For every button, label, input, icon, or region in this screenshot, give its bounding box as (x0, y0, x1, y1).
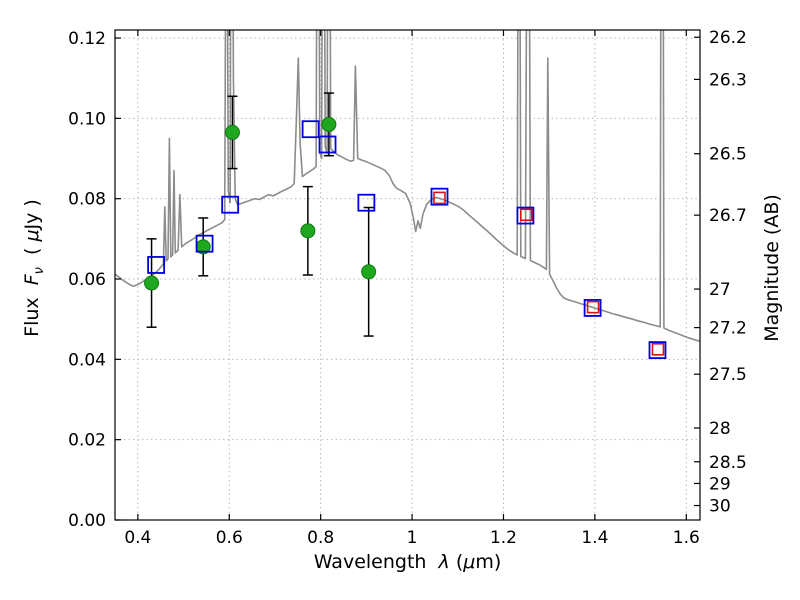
mu-symbol: μ (463, 551, 476, 573)
model-point-red (520, 208, 533, 222)
y-axis-label-flux: Flux Fν ( μJy ) (21, 199, 47, 337)
y-tick-label-right: 30 (709, 497, 731, 517)
model-point-blue (147, 256, 166, 274)
y-tick-label-right: 26.5 (709, 145, 747, 165)
x-tick-label: 0.4 (124, 528, 151, 548)
x-tick-label: 1 (407, 528, 418, 548)
model-point-blue (301, 120, 320, 139)
lambda-symbol: λ (438, 551, 450, 573)
plot-border (114, 29, 701, 521)
y-tick-label-left: 0.02 (68, 431, 106, 451)
y-tick-label-left: 0.10 (68, 109, 106, 129)
model-point-red (651, 343, 665, 356)
observed-point (321, 116, 337, 132)
observed-point (300, 223, 316, 239)
model-point-blue (430, 187, 449, 206)
xlabel-paren: ( (449, 551, 464, 573)
y-tick-label-left: 0.08 (68, 190, 106, 210)
y-tick-label-right: 27.5 (709, 365, 747, 385)
x-tick-label: 1.4 (581, 528, 608, 548)
model-point-blue (357, 193, 376, 212)
x-axis-label: Wavelength λ (μm) (115, 551, 700, 573)
model-point-blue (318, 135, 337, 154)
flux-unit: Jy ) (21, 199, 43, 230)
model-point-blue (648, 341, 667, 360)
y-axis-label-magnitude: Magnitude (AB) (761, 194, 783, 342)
model-spectrum (115, 30, 700, 343)
y-tick-label-right: 26.2 (709, 28, 747, 48)
y-tick-label-left: 0.04 (68, 350, 106, 370)
model-point-blue (516, 206, 535, 225)
model-point-red (433, 191, 446, 205)
y-tick-label-right: 29 (709, 474, 731, 494)
y-tick-label-right: 28 (709, 419, 731, 439)
xlabel-word: Wavelength (313, 551, 439, 573)
model-point-blue (221, 195, 240, 214)
flux-word: Flux (21, 285, 43, 337)
y-tick-label-right: 26.3 (709, 70, 747, 90)
observed-point (361, 264, 377, 280)
flux-paren: ( (21, 241, 43, 268)
y-tick-label-right: 27.2 (709, 319, 747, 339)
x-tick-label: 1.2 (490, 528, 517, 548)
y-tick-label-left: 0.00 (68, 511, 106, 531)
y-tick-label-right: 28.5 (709, 453, 747, 473)
x-tick-label: 1.6 (673, 528, 700, 548)
nu-subscript: ν (32, 267, 47, 275)
model-point-red (586, 300, 600, 314)
observed-point (144, 275, 160, 291)
observed-point (224, 124, 240, 140)
flux-symbol: F (21, 274, 43, 286)
y-tick-label-left: 0.06 (68, 270, 106, 290)
model-point-blue (195, 234, 214, 253)
y-tick-label-left: 0.12 (68, 29, 106, 49)
y-tick-label-right: 27 (709, 280, 731, 300)
model-point-blue (583, 299, 602, 317)
mu-symbol-flux: μ (21, 229, 43, 242)
y-tick-label-right: 26.7 (709, 206, 747, 226)
x-tick-label: 0.8 (307, 528, 334, 548)
xlabel-unit: m) (475, 551, 502, 573)
x-tick-label: 0.6 (216, 528, 243, 548)
